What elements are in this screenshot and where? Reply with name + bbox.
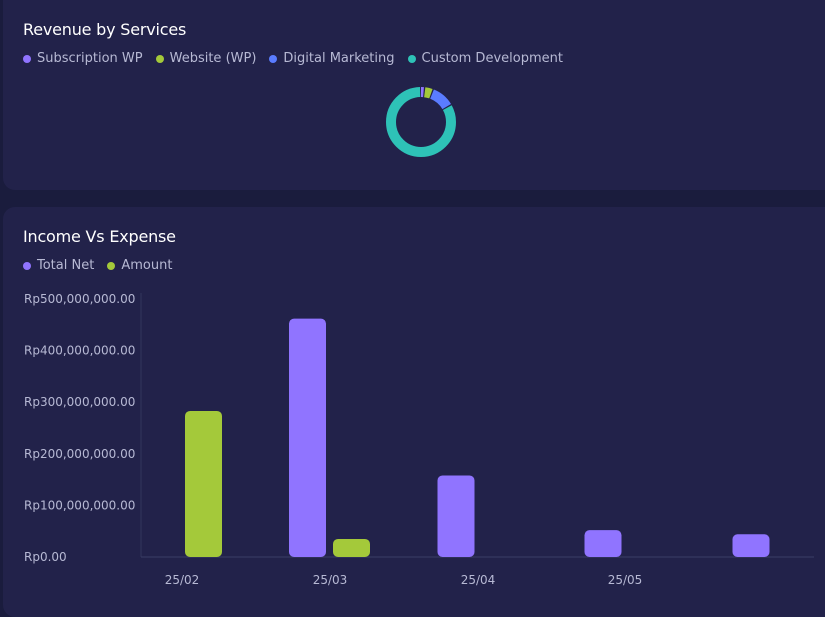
legend-subscription-wp[interactable]: Subscription WP [23,51,143,66]
legend-dot [23,54,31,63]
legend-custom-development[interactable]: Custom Development [407,51,563,66]
legend-website-wp[interactable]: Website (WP) [155,51,257,66]
legend-label: Amount [121,258,173,273]
legend-digital-marketing[interactable]: Digital Marketing [269,51,395,66]
legend-label: Subscription WP [37,51,143,66]
revenue-title: Revenue by Services [23,20,187,39]
revenue-card: Revenue by Services Subscription WP Webs… [3,0,825,190]
income-card: Income Vs Expense Total Net Amount [3,207,825,617]
legend-label: Digital Marketing [283,51,395,66]
donut-slice-custom-development[interactable] [386,87,456,157]
legend-label: Total Net [37,258,95,273]
legend-total-net[interactable]: Total Net [23,258,94,273]
income-title: Income Vs Expense [23,227,176,246]
donut-chart [386,87,456,157]
legend-dot [269,54,278,63]
income-legend: Total Net Amount [23,258,172,273]
legend-label: Custom Development [421,51,563,66]
revenue-legend: Subscription WP Website (WP) Digital Mar… [23,51,563,66]
legend-label: Website (WP) [169,51,257,66]
legend-dot [155,54,164,63]
legend-amount[interactable]: Amount [107,258,172,273]
legend-dot [107,261,116,270]
legend-dot [407,54,416,63]
donut-slice-subscription-wp[interactable] [386,87,456,157]
legend-dot [23,261,31,270]
